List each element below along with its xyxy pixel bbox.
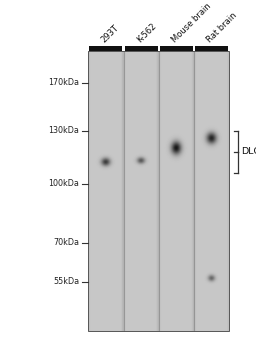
Bar [160, 46, 193, 51]
Text: Rat brain: Rat brain [205, 11, 239, 44]
Text: 130kDa: 130kDa [48, 126, 79, 135]
Text: 293T: 293T [100, 23, 121, 44]
Text: Mouse brain: Mouse brain [170, 1, 213, 44]
Bar [195, 46, 228, 51]
Text: 70kDa: 70kDa [53, 238, 79, 247]
Bar [89, 46, 122, 51]
Text: 170kDa: 170kDa [48, 78, 79, 88]
Text: 100kDa: 100kDa [48, 179, 79, 188]
Bar [124, 46, 158, 51]
Bar [88, 51, 229, 331]
Text: K-562: K-562 [135, 21, 158, 44]
Text: 55kDa: 55kDa [53, 277, 79, 286]
Text: DLG3: DLG3 [241, 147, 256, 156]
